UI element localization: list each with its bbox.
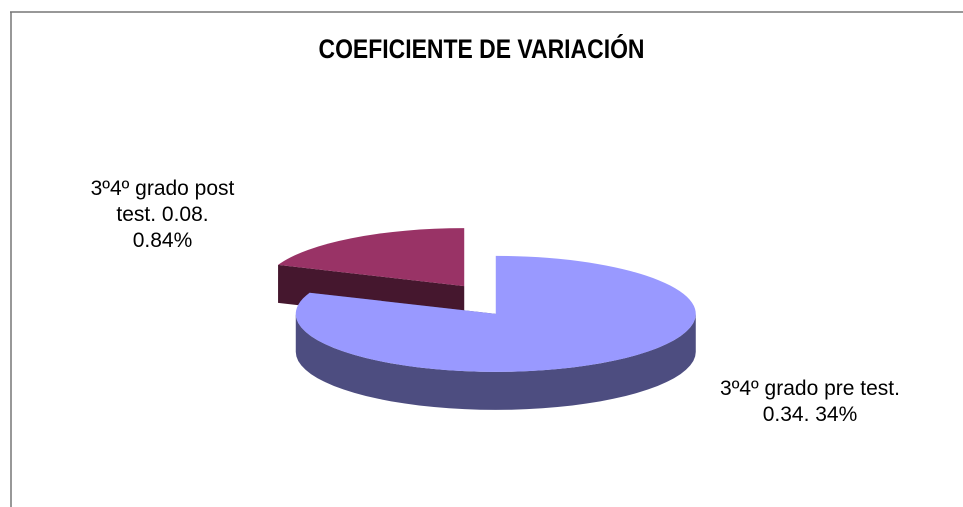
pie-slice: [295, 255, 696, 410]
chart-title: COEFICIENTE DE VARIACIÓN: [318, 34, 645, 64]
slice-label: 3º4º grado pre test. 0.34. 34%: [720, 377, 900, 426]
slice-side: [295, 313, 696, 410]
slice-top: [295, 255, 696, 372]
slice-label: 3º4º grado post test. 0.08. 0.84%: [90, 177, 235, 252]
slice-top: [278, 228, 465, 287]
